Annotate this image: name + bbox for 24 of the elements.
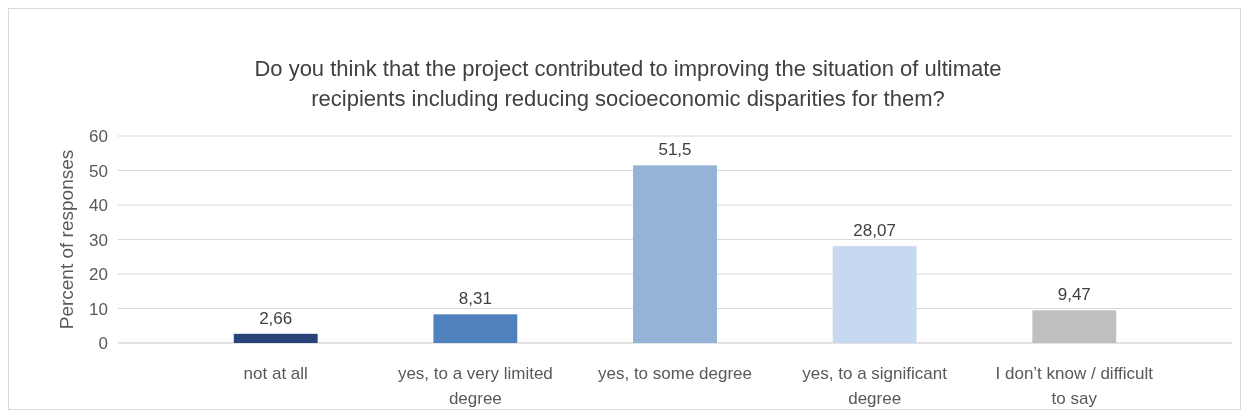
y-tick-label: 0 [98,334,108,353]
bar [233,333,318,343]
data-label: 28,07 [853,221,896,241]
x-tick-label: yes, to a significant degree [802,364,948,408]
x-tick-label: yes, to some degree [597,364,753,383]
y-tick-label: 20 [89,265,108,284]
y-tick-label: 10 [89,299,108,319]
bar [433,314,518,343]
bar [832,246,917,343]
bar [633,165,717,343]
data-label: 9,47 [1057,285,1091,305]
x-tick-label: I don’t know / difficult to say [995,364,1154,408]
y-tick-label: 60 [89,127,108,146]
chart-title: Do you think that the project contributed to improving the situation of ultimate recipients including reducing socioeconomic disparities for them? [254,56,1002,111]
bar [1032,310,1117,343]
data-label: 51,5 [658,140,692,160]
y-tick-label: 40 [89,196,108,215]
data-label: 2,66 [259,308,293,328]
x-tick-label: not at all [243,364,308,383]
y-tick-label: 50 [89,161,108,181]
x-tick-label: yes, to a very limited degree [397,364,553,408]
y-axis-title: Percent of responses [56,149,77,330]
y-tick-label: 30 [89,230,108,250]
data-label: 8,31 [458,289,492,309]
